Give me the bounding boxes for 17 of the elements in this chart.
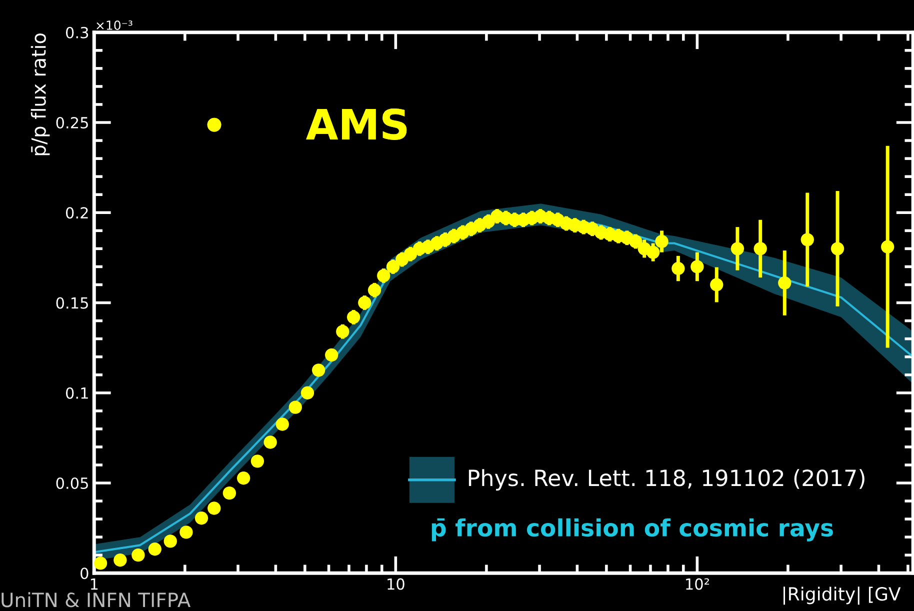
y-tick-label: 0.3 [66, 26, 88, 38]
legend-label: AMS [306, 108, 407, 140]
text: UniTN & INFN TIFPA [2, 592, 191, 608]
y-tick-label: 0.25 [56, 116, 88, 129]
y-tick-label: 0.05 [56, 477, 88, 490]
y-tick-label: 0.1 [66, 387, 88, 399]
x-tick-label: 1 [90, 578, 98, 590]
x-tick-label: 10² [686, 578, 710, 590]
x-axis-title: |Rigidity| [GV [784, 586, 901, 605]
y-tick-label: 0 [80, 568, 88, 580]
x-tick-label: 10 [388, 578, 404, 590]
legend-label: Phys. Rev. Lett. 118, 191102 (2017) [468, 469, 864, 491]
y-tick-label: 0.15 [56, 297, 88, 309]
annotation: p̄ from collision of cosmic rays [432, 518, 833, 542]
text: ×10⁻³ [96, 20, 132, 30]
y-axis-title: p̄/p flux ratio [30, 33, 50, 156]
y-tick-label: 0.2 [66, 207, 88, 219]
